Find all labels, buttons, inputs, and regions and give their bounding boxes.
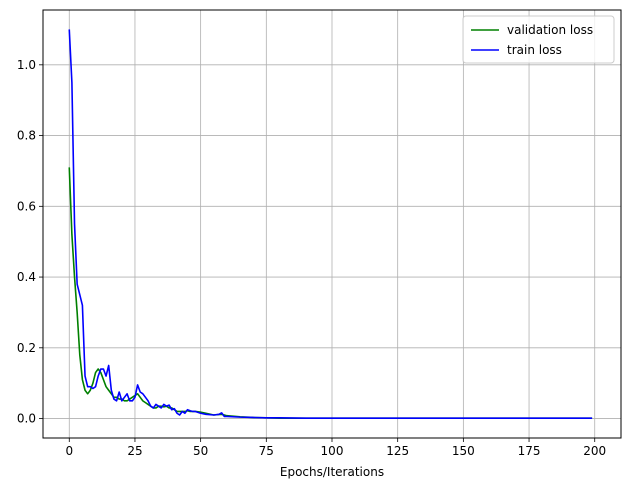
y-tick-label: 0.4 <box>17 270 36 284</box>
y-tick-label: 0.0 <box>17 412 36 426</box>
x-tick-label: 200 <box>583 444 606 458</box>
y-tick-label: 0.8 <box>17 129 36 143</box>
legend-box <box>462 15 615 64</box>
axis-ticks: 0 25 50 75 100 125 150 175 200 0.0 0.2 0.4 0.6 0.8 1.0 <box>17 58 606 458</box>
x-tick-label: 125 <box>386 444 409 458</box>
x-tick-label: 150 <box>452 444 475 458</box>
x-tick-label: 0 <box>65 444 73 458</box>
plot-series <box>68 29 593 419</box>
x-tick-label: 100 <box>321 444 344 458</box>
legend: validation loss train loss <box>462 15 615 64</box>
x-tick-label: 25 <box>127 444 142 458</box>
grid <box>43 10 621 438</box>
x-axis-label: Epochs/Iterations <box>280 465 384 479</box>
legend-label-validation-loss: validation loss <box>507 23 593 37</box>
x-tick-label: 75 <box>259 444 274 458</box>
y-tick-label: 1.0 <box>17 58 36 72</box>
y-tick-label: 0.6 <box>17 199 36 213</box>
series-line-train-loss <box>68 29 593 419</box>
x-tick-label: 175 <box>518 444 541 458</box>
legend-label-train-loss: train loss <box>507 43 562 57</box>
x-tick-label: 50 <box>193 444 208 458</box>
y-tick-label: 0.2 <box>17 341 36 355</box>
